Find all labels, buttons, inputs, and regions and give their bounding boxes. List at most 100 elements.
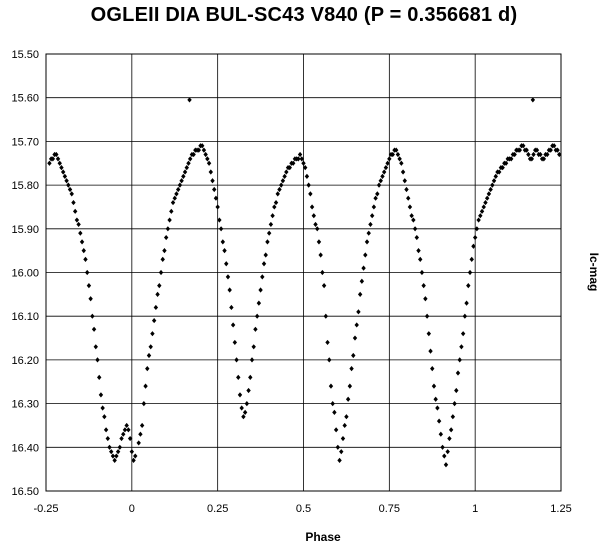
x-tick-label: 0 bbox=[129, 503, 135, 515]
data-point bbox=[266, 230, 272, 236]
data-point bbox=[357, 291, 363, 297]
data-point bbox=[88, 296, 93, 302]
data-point bbox=[203, 151, 208, 158]
data-point bbox=[366, 230, 371, 236]
data-point bbox=[263, 252, 268, 258]
data-point bbox=[529, 156, 535, 162]
data-point bbox=[428, 348, 433, 354]
data-point bbox=[443, 462, 449, 468]
data-point bbox=[254, 313, 260, 319]
data-point bbox=[306, 182, 311, 188]
data-point bbox=[414, 234, 419, 241]
data-point bbox=[93, 344, 98, 350]
y-axis-label: Ic-mag bbox=[587, 253, 601, 292]
y-tick-label: 16.40 bbox=[11, 442, 39, 454]
data-point bbox=[258, 287, 263, 293]
data-point bbox=[296, 156, 301, 162]
data-point bbox=[369, 213, 375, 219]
data-point bbox=[381, 169, 387, 175]
data-point bbox=[376, 182, 382, 188]
data-point bbox=[246, 387, 251, 394]
data-point bbox=[107, 444, 112, 450]
x-tick-label: 0.75 bbox=[379, 503, 400, 515]
data-point bbox=[368, 221, 373, 228]
data-point bbox=[242, 409, 248, 415]
x-tick-label: 1 bbox=[472, 503, 478, 515]
data-point bbox=[412, 226, 418, 232]
data-point bbox=[273, 199, 279, 206]
y-tick-label: 15.60 bbox=[11, 93, 39, 105]
data-point bbox=[448, 427, 454, 433]
data-point bbox=[297, 151, 303, 158]
data-point bbox=[148, 344, 153, 350]
data-point bbox=[251, 344, 256, 350]
data-point bbox=[100, 405, 105, 411]
data-point bbox=[110, 453, 116, 459]
data-point bbox=[450, 414, 456, 420]
data-point bbox=[339, 449, 344, 455]
y-tick-label: 16.20 bbox=[11, 355, 39, 367]
data-point bbox=[157, 283, 162, 289]
data-point bbox=[349, 366, 354, 372]
data-point bbox=[490, 182, 495, 188]
data-point bbox=[356, 309, 361, 315]
data-point bbox=[208, 169, 213, 175]
data-point bbox=[419, 269, 425, 276]
data-point bbox=[212, 186, 217, 193]
data-point bbox=[332, 409, 337, 415]
data-point bbox=[239, 405, 244, 411]
data-point bbox=[280, 178, 286, 184]
data-point bbox=[230, 322, 236, 328]
data-point bbox=[491, 178, 497, 184]
data-point bbox=[64, 178, 69, 184]
data-point bbox=[275, 191, 280, 197]
data-point bbox=[455, 370, 461, 376]
data-point bbox=[69, 191, 74, 197]
data-point bbox=[469, 256, 474, 262]
y-tick-label: 15.50 bbox=[11, 49, 39, 61]
data-point bbox=[160, 256, 165, 262]
data-point bbox=[253, 326, 258, 332]
data-point bbox=[459, 344, 464, 350]
data-point bbox=[471, 243, 476, 249]
data-point bbox=[50, 156, 56, 162]
data-point bbox=[86, 283, 92, 289]
data-point bbox=[215, 204, 220, 210]
data-point bbox=[277, 186, 282, 193]
data-point bbox=[224, 261, 229, 267]
data-point bbox=[232, 339, 238, 346]
data-point bbox=[299, 156, 304, 162]
data-point bbox=[479, 208, 485, 214]
data-point bbox=[217, 217, 222, 223]
data-point bbox=[218, 226, 224, 232]
data-point bbox=[551, 143, 557, 149]
data-point bbox=[196, 147, 201, 153]
data-point bbox=[62, 173, 68, 179]
data-point bbox=[97, 374, 102, 380]
data-point bbox=[270, 213, 275, 219]
data-point bbox=[512, 151, 517, 158]
data-point bbox=[85, 269, 90, 276]
data-point bbox=[375, 191, 380, 197]
y-tick-label: 16.00 bbox=[11, 268, 39, 280]
data-point bbox=[60, 169, 66, 175]
data-point bbox=[462, 313, 468, 319]
data-point bbox=[363, 252, 368, 258]
data-point bbox=[260, 274, 265, 280]
data-point bbox=[165, 226, 171, 232]
data-point bbox=[316, 239, 322, 245]
data-point bbox=[335, 444, 341, 450]
data-point bbox=[205, 156, 210, 162]
data-point bbox=[323, 313, 329, 319]
data-point bbox=[138, 431, 143, 437]
data-point bbox=[141, 401, 147, 407]
data-point bbox=[136, 440, 141, 446]
y-tick-label: 15.90 bbox=[11, 224, 39, 236]
data-point bbox=[330, 401, 335, 407]
data-point bbox=[342, 422, 347, 429]
data-point bbox=[115, 449, 121, 455]
data-point bbox=[187, 97, 192, 103]
data-point bbox=[421, 283, 426, 289]
data-point bbox=[354, 322, 359, 328]
data-point bbox=[380, 173, 385, 179]
